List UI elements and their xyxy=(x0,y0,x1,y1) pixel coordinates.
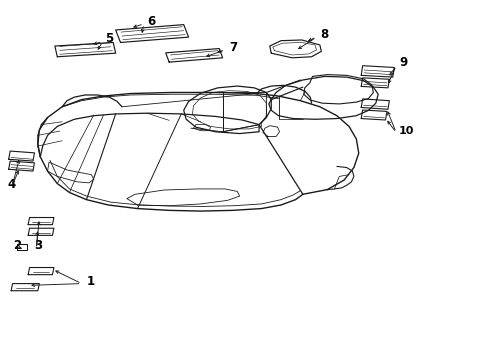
Text: 6: 6 xyxy=(147,14,155,27)
Text: 4: 4 xyxy=(7,178,16,191)
Text: 8: 8 xyxy=(319,28,327,41)
Text: 9: 9 xyxy=(398,56,407,69)
Text: 5: 5 xyxy=(105,32,113,45)
Text: 7: 7 xyxy=(228,41,237,54)
Text: 2: 2 xyxy=(14,239,21,252)
Text: 3: 3 xyxy=(34,239,42,252)
Text: 1: 1 xyxy=(86,275,94,288)
Text: 10: 10 xyxy=(398,126,414,136)
